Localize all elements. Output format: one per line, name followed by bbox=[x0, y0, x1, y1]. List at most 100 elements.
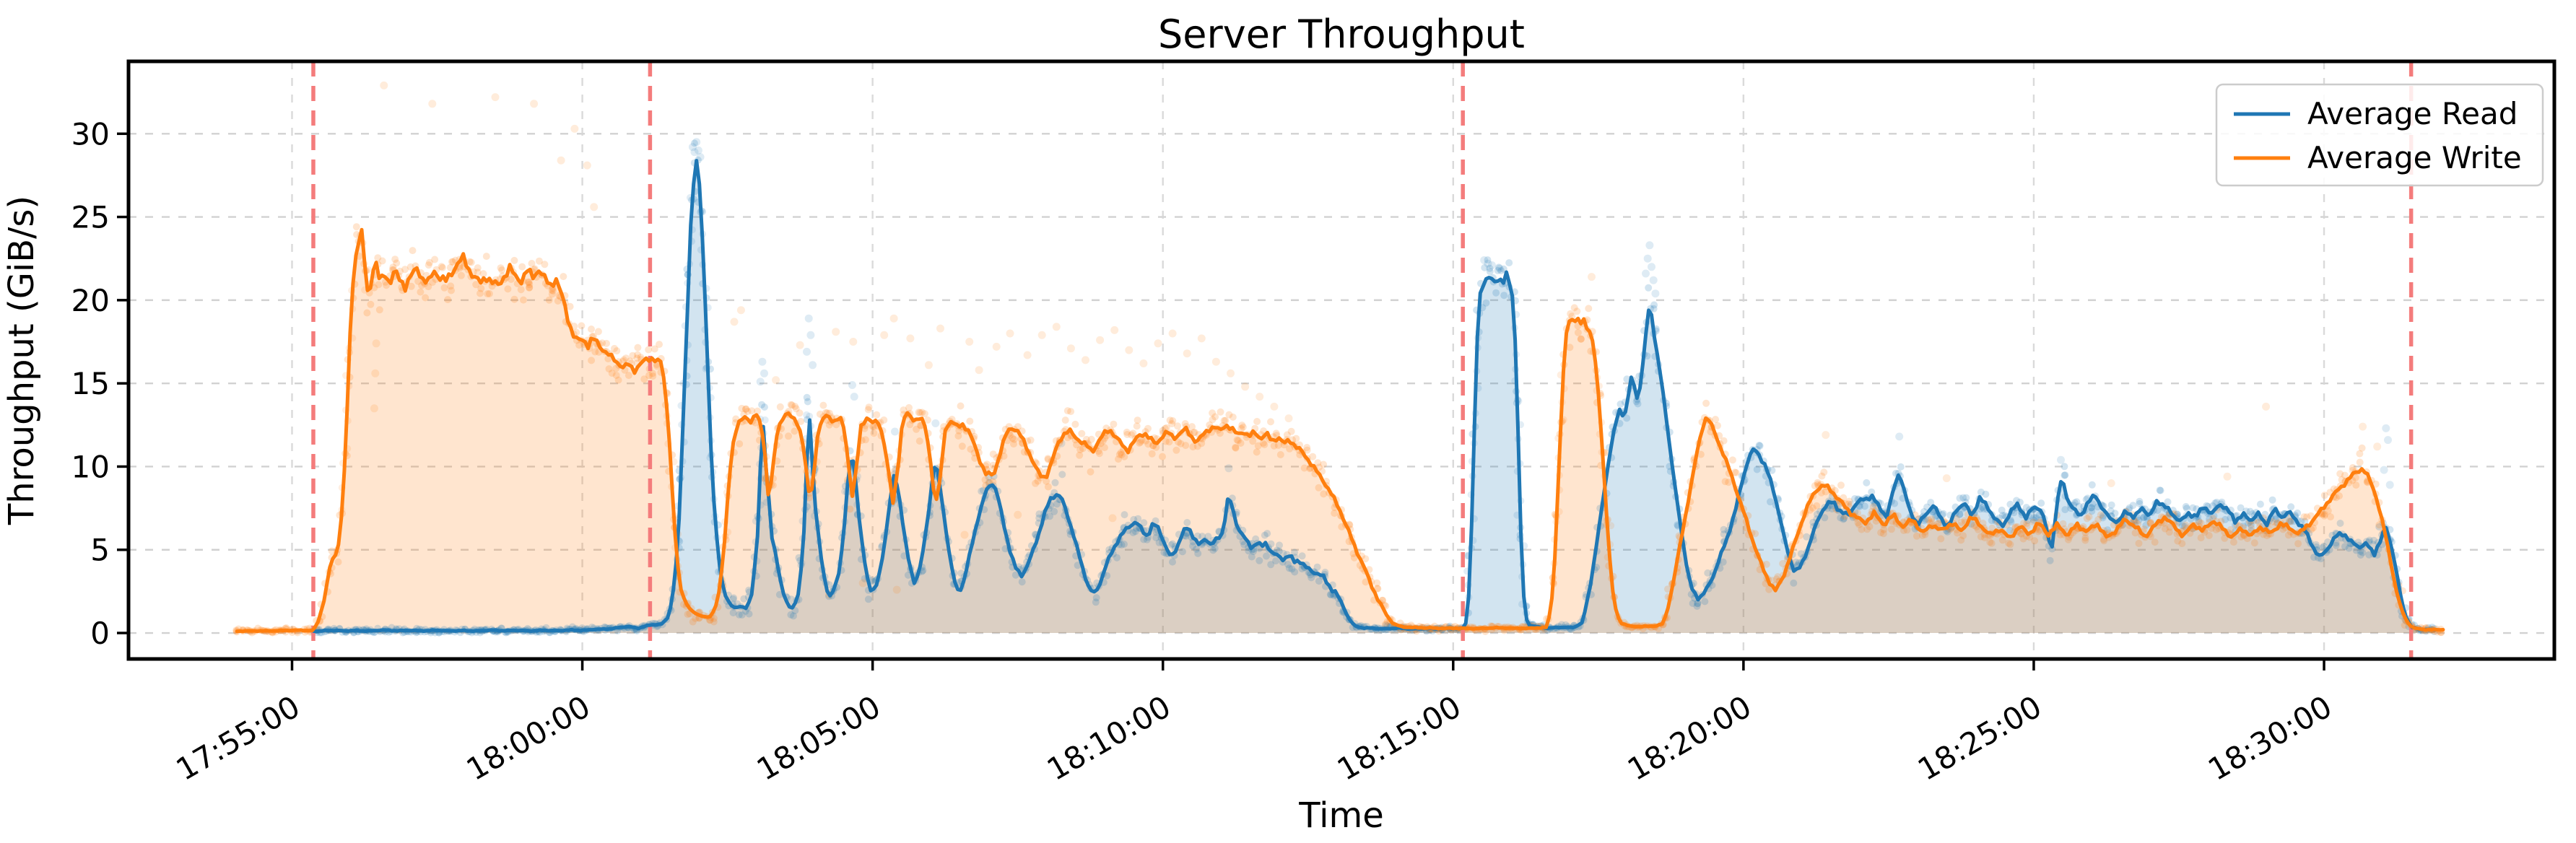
y-tick-label: 0 bbox=[90, 616, 110, 651]
data-point bbox=[1217, 408, 1224, 416]
data-point bbox=[588, 326, 595, 333]
y-tick-label: 30 bbox=[71, 116, 110, 152]
data-point bbox=[1484, 256, 1492, 264]
outlier-point bbox=[2057, 455, 2065, 464]
data-point bbox=[760, 403, 768, 411]
data-point bbox=[1287, 427, 1295, 435]
data-point bbox=[474, 264, 482, 272]
data-point bbox=[1803, 533, 1811, 541]
data-point bbox=[446, 263, 454, 271]
data-point bbox=[735, 611, 743, 619]
outlier-point bbox=[892, 585, 901, 594]
data-point bbox=[2030, 514, 2038, 522]
data-point bbox=[806, 412, 814, 420]
outlier-point bbox=[2359, 422, 2367, 431]
data-point bbox=[414, 277, 422, 285]
data-point bbox=[393, 259, 401, 267]
data-point bbox=[805, 494, 813, 502]
data-point bbox=[2180, 523, 2188, 530]
data-point bbox=[1253, 418, 1261, 425]
data-point bbox=[2006, 500, 2014, 508]
data-point bbox=[1211, 413, 1219, 421]
data-point bbox=[1169, 540, 1177, 548]
data-point bbox=[2006, 527, 2014, 534]
outlier-point bbox=[806, 331, 815, 339]
outlier-point bbox=[1822, 431, 1830, 440]
data-point bbox=[1121, 511, 1128, 519]
x-tick-label: 17:55:00 bbox=[170, 689, 306, 787]
data-point bbox=[1861, 502, 1868, 510]
data-point bbox=[2189, 504, 2197, 512]
outlier-point bbox=[1484, 259, 1492, 268]
data-point bbox=[1755, 442, 1763, 449]
data-point bbox=[2317, 555, 2325, 563]
data-point bbox=[692, 614, 700, 622]
data-point bbox=[1229, 413, 1237, 421]
data-point bbox=[2341, 543, 2349, 551]
data-point bbox=[1035, 510, 1043, 518]
data-point bbox=[2073, 498, 2081, 506]
data-point bbox=[391, 255, 399, 263]
data-point bbox=[2088, 504, 2096, 512]
data-point bbox=[604, 355, 612, 363]
data-point bbox=[2287, 517, 2295, 525]
data-point bbox=[2135, 539, 2143, 547]
outlier-point bbox=[758, 357, 767, 366]
outlier-point bbox=[694, 146, 702, 154]
outlier-point bbox=[1183, 349, 1191, 358]
data-point bbox=[378, 257, 386, 265]
data-point bbox=[1998, 512, 2006, 520]
outlier-point bbox=[690, 148, 699, 157]
data-point bbox=[549, 287, 557, 294]
data-point bbox=[787, 401, 795, 409]
data-point bbox=[1204, 533, 1212, 541]
data-point bbox=[2107, 501, 2115, 509]
data-point bbox=[479, 270, 487, 278]
data-point bbox=[1790, 579, 1798, 587]
data-point bbox=[1977, 488, 1985, 496]
data-point bbox=[1492, 289, 1500, 297]
data-point bbox=[1252, 535, 1260, 543]
data-point bbox=[2085, 513, 2093, 520]
data-point bbox=[648, 370, 656, 377]
data-point bbox=[1720, 437, 1728, 445]
data-point bbox=[2268, 496, 2276, 504]
data-point bbox=[788, 595, 795, 603]
data-point bbox=[497, 264, 505, 272]
data-point bbox=[2151, 538, 2159, 546]
data-point bbox=[1159, 453, 1166, 460]
data-point bbox=[1183, 519, 1191, 526]
data-point bbox=[2359, 549, 2367, 556]
data-point bbox=[1140, 536, 1148, 543]
data-point bbox=[2007, 518, 2015, 525]
data-point bbox=[2071, 499, 2079, 507]
data-point bbox=[474, 268, 482, 276]
data-point bbox=[1937, 535, 1945, 543]
data-point bbox=[1486, 268, 1494, 276]
data-point bbox=[2032, 514, 2040, 522]
data-point bbox=[1067, 408, 1075, 416]
data-point bbox=[1845, 497, 1853, 505]
data-point bbox=[870, 429, 878, 437]
outlier-point bbox=[730, 318, 739, 326]
data-point bbox=[785, 432, 792, 440]
data-point bbox=[2031, 537, 2039, 545]
data-point bbox=[1315, 577, 1323, 585]
write-area-fill bbox=[237, 230, 2443, 633]
data-point bbox=[1189, 542, 1197, 550]
outlier-point bbox=[491, 93, 500, 102]
outlier-point bbox=[1227, 369, 1235, 377]
data-point bbox=[1712, 416, 1720, 424]
data-point bbox=[409, 247, 417, 255]
data-point bbox=[2104, 526, 2112, 534]
outlier-point bbox=[1588, 273, 1596, 281]
data-point bbox=[1956, 510, 1964, 518]
data-point bbox=[431, 255, 439, 263]
data-point bbox=[1143, 536, 1151, 543]
outlier-point bbox=[372, 339, 380, 348]
data-point bbox=[1298, 552, 1306, 560]
data-point bbox=[1497, 267, 1505, 275]
data-point bbox=[2327, 513, 2334, 521]
data-point bbox=[591, 348, 599, 356]
